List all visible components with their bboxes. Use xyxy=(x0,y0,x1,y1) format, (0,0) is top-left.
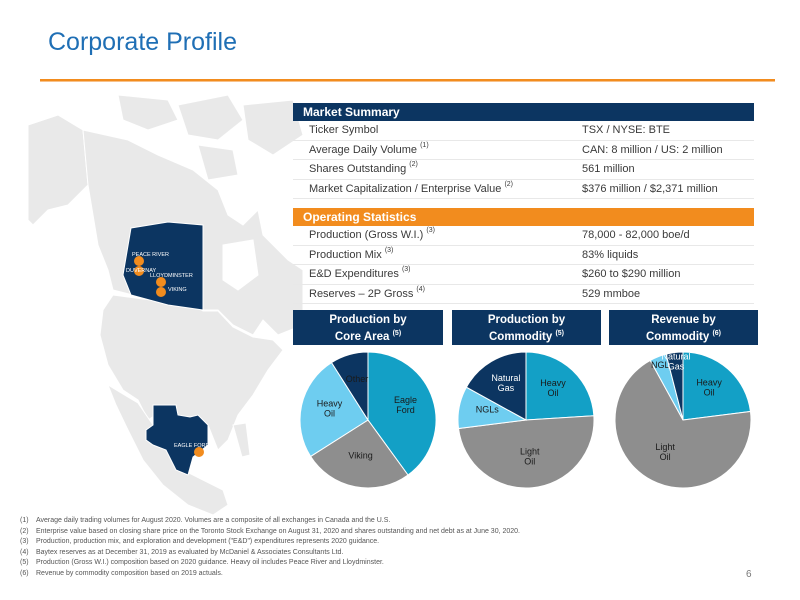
pie-slice-other xyxy=(330,351,369,422)
duvernay-marker xyxy=(134,266,144,276)
pie-label: NGLs xyxy=(476,405,500,415)
viking-label: VIKING xyxy=(168,287,187,293)
pie-label: Heavy Oil xyxy=(696,377,722,397)
footnote: (3) Production, production mix, and explo… xyxy=(20,538,380,545)
pie-label: Eagle Ford xyxy=(394,395,417,415)
footnote: (1) Average daily trading volumes for Aug… xyxy=(20,517,391,524)
pie-label: Heavy Oil xyxy=(540,378,566,398)
lloydminster-marker xyxy=(156,277,166,287)
row-value: TSX / NYSE: BTE xyxy=(582,124,671,136)
page-number: 6 xyxy=(746,569,752,580)
summary-table: Market Summary Ticker Symbol TSX / NYSE:… xyxy=(293,103,754,304)
row-label: Reserves – 2P Gross (4) xyxy=(309,285,425,300)
row-value: CAN: 8 million / US: 2 million xyxy=(582,143,723,156)
row-label: Production Mix (3) xyxy=(309,246,394,261)
pie-slice-light-oil xyxy=(614,359,752,489)
operating_statistics-row: Production Mix (3) 83% liquids xyxy=(293,246,754,265)
peace-river-label: PEACE RIVER xyxy=(132,252,169,258)
chart-header-revenue-commodity: Revenue by Commodity (6) xyxy=(609,310,758,345)
pie-charts: Eagle Ford Viking Heavy Oil Other Heavy Oil Ligh… xyxy=(299,351,752,489)
market_summary-row: Shares Outstanding (2) 561 million xyxy=(293,160,754,180)
lloydminster-label: LLOYDMINSTER xyxy=(150,273,193,279)
footnote: (2) Enterprise value based on closing sha… xyxy=(20,527,520,535)
eagle-ford-label: EAGLE FORD xyxy=(174,443,209,449)
row-label: Average Daily Volume (1) xyxy=(309,141,429,156)
pie-label: Natural Gas xyxy=(662,352,691,372)
alberta-saskatchewan-region xyxy=(122,221,204,311)
footnote: (6) Revenue by commodity composition base… xyxy=(20,569,223,577)
operating-statistics-rows: Production (Gross W.I.) (3) 78,000 - 82,0… xyxy=(293,226,754,304)
row-label: Shares Outstanding (2) xyxy=(309,161,418,175)
pie-slice-natural-gas xyxy=(665,351,684,421)
operating_statistics-row: E&D Expenditures (3) $260 to $290 million xyxy=(293,265,754,285)
pie-slice-heavy-oil xyxy=(682,351,752,421)
pie-label: Light Oil xyxy=(520,446,540,466)
row-value: $260 to $290 million xyxy=(582,268,681,280)
row-value: 83% liquids xyxy=(582,248,639,261)
pie-slice-heavy-oil xyxy=(299,361,369,458)
row-value: 561 million xyxy=(582,163,635,175)
page-title: Corporate Profile xyxy=(48,28,237,56)
pie-label: Heavy Oil xyxy=(317,398,343,418)
peace-river-marker xyxy=(134,256,144,266)
pie-slice-light-oil xyxy=(457,415,595,489)
row-label: Ticker Symbol xyxy=(309,124,379,136)
operating_statistics-row: Reserves – 2P Gross (4) 529 mmboe xyxy=(293,285,754,304)
eagle-ford-marker xyxy=(194,447,204,457)
market_summary-row: Average Daily Volume (1) CAN: 8 million /… xyxy=(293,141,754,160)
duvernay-label: DUVERNAY xyxy=(126,268,156,274)
pie-label: Natural Gas xyxy=(491,373,520,393)
pie-label: Other xyxy=(346,374,369,384)
pie-label: Light Oil xyxy=(655,442,675,462)
north-america-map: PEACE RIVER DUVERNAY LLOYDMINSTER VIKING… xyxy=(28,95,303,515)
footnote: (5) Production (Gross W.I.) composition b… xyxy=(20,559,384,566)
pie-label: NGLs xyxy=(651,360,675,370)
texas-region xyxy=(145,404,209,476)
market_summary-row: Market Capitalization / Enterprise Value… xyxy=(293,180,754,199)
row-value: 529 mmboe xyxy=(582,287,641,300)
footnotes: (1) Average daily trading volumes for Aug… xyxy=(20,516,740,579)
pie-slice-viking xyxy=(309,419,409,489)
row-label: Production (Gross W.I.) (3) xyxy=(309,227,435,241)
chart-header-production-commodity: Production by Commodity (5) xyxy=(452,310,601,345)
pie-label: Viking xyxy=(348,451,372,461)
pie-slice-heavy-oil xyxy=(525,351,595,421)
chart-header-core-area: Production by Core Area (5) xyxy=(293,310,443,345)
viking-marker xyxy=(156,287,166,297)
row-label: E&D Expenditures (3) xyxy=(309,266,411,280)
market-summary-heading: Market Summary xyxy=(293,103,754,121)
row-value: 78,000 - 82,000 boe/d xyxy=(582,229,690,241)
market_summary-row: Ticker Symbol TSX / NYSE: BTE xyxy=(293,121,754,141)
row-value: $376 million / $2,371 million xyxy=(582,182,718,195)
title-divider xyxy=(40,79,775,81)
operating-statistics-heading: Operating Statistics xyxy=(293,208,754,226)
market-summary-rows: Ticker Symbol TSX / NYSE: BTE Average Dai… xyxy=(293,121,754,199)
pie-slice-natural-gas xyxy=(465,351,527,421)
row-label: Market Capitalization / Enterprise Value… xyxy=(309,180,514,195)
pie-slice-eagle-ford xyxy=(367,351,437,476)
footnote: (4) Baytex reserves as at December 31, 20… xyxy=(20,548,344,556)
operating_statistics-row: Production (Gross W.I.) (3) 78,000 - 82,0… xyxy=(293,226,754,246)
